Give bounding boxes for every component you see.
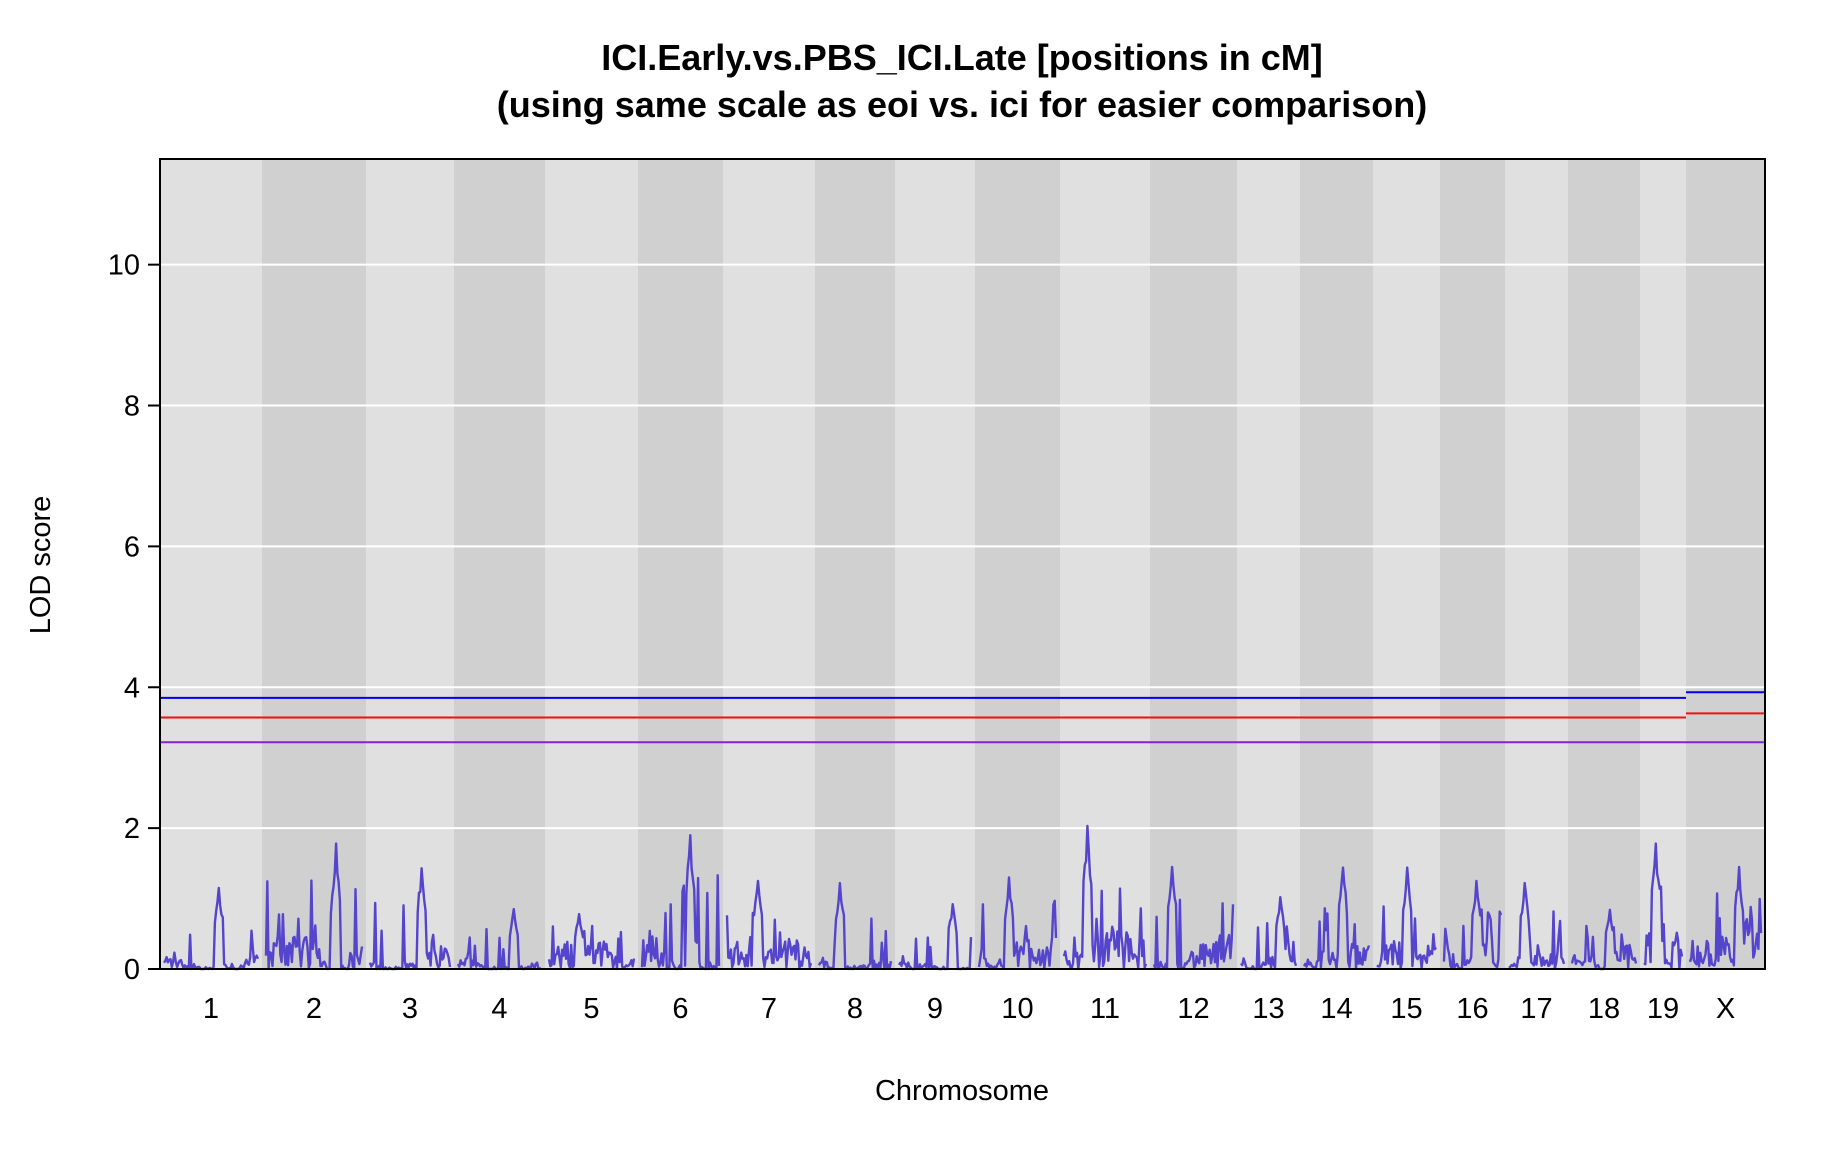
lod-curve-chr-15 [1376, 866, 1438, 970]
x-axis-ticks: 1 2 3 4 5 6 7 8 9 10 11 12 13 14 15 16 17 18 19 X [203, 993, 1735, 1025]
y-axis-ticks: 0 2 4 6 8 10 [108, 250, 160, 986]
lod-curve-chr-19 [1643, 842, 1684, 970]
chromosome-band-7 [723, 159, 815, 969]
chromosome-band-16 [1440, 159, 1505, 969]
chromosome-band-14 [1300, 159, 1373, 969]
x-tick-label-18: 18 [1588, 993, 1620, 1025]
lod-curve-chr-16 [1442, 879, 1503, 971]
plot-frame [159, 158, 1766, 970]
chromosome-band-x [1686, 159, 1765, 969]
x-tick-label-19: 19 [1647, 993, 1679, 1025]
x-tick-label-17: 17 [1520, 993, 1552, 1025]
chromosome-band-1 [160, 159, 262, 969]
x-tick-label-1: 1 [203, 993, 219, 1025]
grid-lines [160, 263, 1765, 830]
x-tick-label-9: 9 [927, 993, 943, 1025]
x-tick-label-x: X [1716, 993, 1735, 1025]
x-axis-title: Chromosome [875, 1075, 1049, 1107]
chart-title-line-2: (using same scale as eoi vs. ici for eas… [497, 84, 1427, 125]
chromosome-band-12 [1150, 159, 1237, 969]
y-tick-label-10: 10 [108, 250, 140, 282]
lod-curve-chr-11 [1062, 824, 1148, 971]
x-tick-label-2: 2 [306, 993, 322, 1025]
x-tick-label-3: 3 [402, 993, 418, 1025]
lod-curve-chr-12 [1152, 865, 1235, 971]
x-tick-label-5: 5 [583, 993, 599, 1025]
x-tick-label-15: 15 [1390, 993, 1422, 1025]
threshold-lines [160, 691, 1765, 744]
chromosome-band-18 [1568, 159, 1640, 969]
chromosome-bands [160, 159, 1765, 969]
y-tick-label-2: 2 [124, 813, 140, 845]
chromosome-band-19 [1640, 159, 1686, 969]
y-axis-title: LOD score [25, 496, 57, 635]
chromosome-band-11 [1060, 159, 1150, 969]
y-tick-label-4: 4 [124, 672, 140, 704]
lod-curve-chr-x [1688, 865, 1763, 968]
x-tick-label-12: 12 [1177, 993, 1209, 1025]
chromosome-band-15 [1373, 159, 1440, 969]
lod-curve-chr-5 [547, 912, 636, 971]
lod-curve-chr-10 [977, 876, 1058, 970]
lod-curve-chr-7 [725, 879, 813, 970]
chromosome-band-4 [454, 159, 545, 969]
chromosome-band-8 [815, 159, 895, 969]
x-tick-label-13: 13 [1252, 993, 1284, 1025]
chromosome-band-13 [1237, 159, 1300, 969]
lod-curve-chr-6 [640, 834, 721, 971]
x-tick-label-4: 4 [491, 993, 507, 1025]
x-tick-label-8: 8 [847, 993, 863, 1025]
chromosome-band-3 [366, 159, 454, 969]
chromosome-band-6 [638, 159, 723, 969]
lod-curve-chr-4 [456, 907, 542, 971]
chromosome-band-17 [1505, 159, 1568, 969]
chart-title-line-1: ICI.Early.vs.PBS_ICI.Late [positions in … [601, 37, 1323, 78]
x-tick-label-11: 11 [1090, 993, 1120, 1025]
chromosome-band-2 [262, 159, 366, 969]
x-tick-label-14: 14 [1320, 993, 1352, 1025]
chromosome-band-10 [975, 159, 1060, 969]
y-tick-label-8: 8 [124, 391, 140, 423]
chromosome-band-5 [545, 159, 638, 969]
x-tick-label-7: 7 [761, 993, 777, 1025]
chromosome-band-9 [895, 159, 975, 969]
y-tick-label-0: 0 [124, 954, 140, 986]
x-tick-label-16: 16 [1456, 993, 1488, 1025]
x-tick-label-6: 6 [672, 993, 688, 1025]
y-tick-label-6: 6 [124, 531, 140, 563]
x-tick-label-10: 10 [1001, 993, 1033, 1025]
lod-curve-chr-18 [1570, 908, 1638, 971]
